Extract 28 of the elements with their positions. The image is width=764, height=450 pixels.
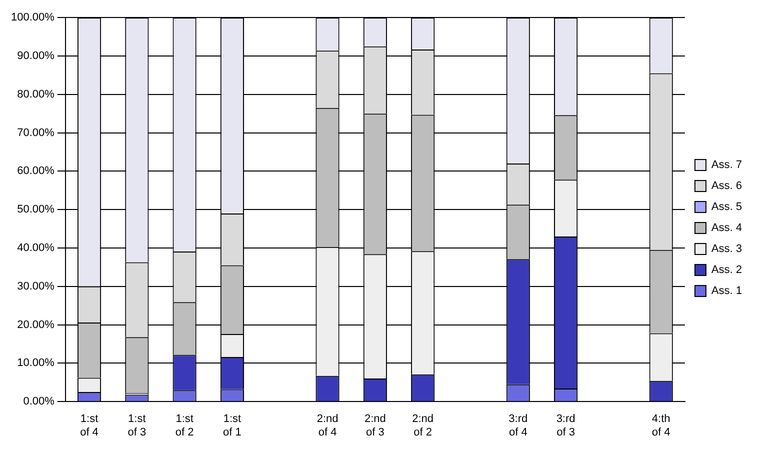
y-tick-label: 0.00% [23, 396, 55, 408]
y-tick-label: 10.00% [17, 357, 55, 370]
y-tick-label: 80.00% [17, 88, 55, 100]
y-tick-label: 70.00% [17, 126, 55, 139]
y-tick-label: 90.00% [17, 50, 55, 62]
legend-label: Ass. 4 [711, 222, 742, 234]
legend-label: Ass. 7 [711, 159, 742, 172]
legend-label: Ass. 3 [711, 243, 742, 256]
y-tick-label: 20.00% [17, 318, 55, 331]
x-tick-label: 1:st of 2 [175, 413, 194, 438]
x-tick-label: 4:th of 4 [652, 413, 670, 438]
y-tick-label: 50.00% [17, 204, 55, 216]
legend-label: Ass. 5 [711, 201, 742, 214]
y-tick-label: 60.00% [17, 165, 55, 178]
x-tick-label: 3:rd of 4 [508, 413, 528, 438]
legend-label: Ass. 1 [711, 285, 742, 298]
x-tick-label: 2:nd of 2 [412, 413, 434, 438]
x-tick-label: 1:st of 1 [223, 413, 242, 438]
x-tick-label: 3:rd of 3 [556, 413, 576, 438]
y-tick-label: 30.00% [17, 280, 55, 292]
y-tick-label: 100.00% [10, 12, 55, 24]
x-tick-label: 2:nd of 3 [364, 413, 386, 438]
legend-label: Ass. 6 [711, 180, 742, 192]
x-tick-label: 1:st of 3 [128, 413, 146, 438]
x-tick-label: 2:nd of 4 [316, 413, 338, 438]
y-tick-label: 40.00% [17, 242, 55, 254]
x-tick-label: 1:st of 4 [80, 413, 98, 438]
legend-label: Ass. 2 [711, 264, 742, 276]
